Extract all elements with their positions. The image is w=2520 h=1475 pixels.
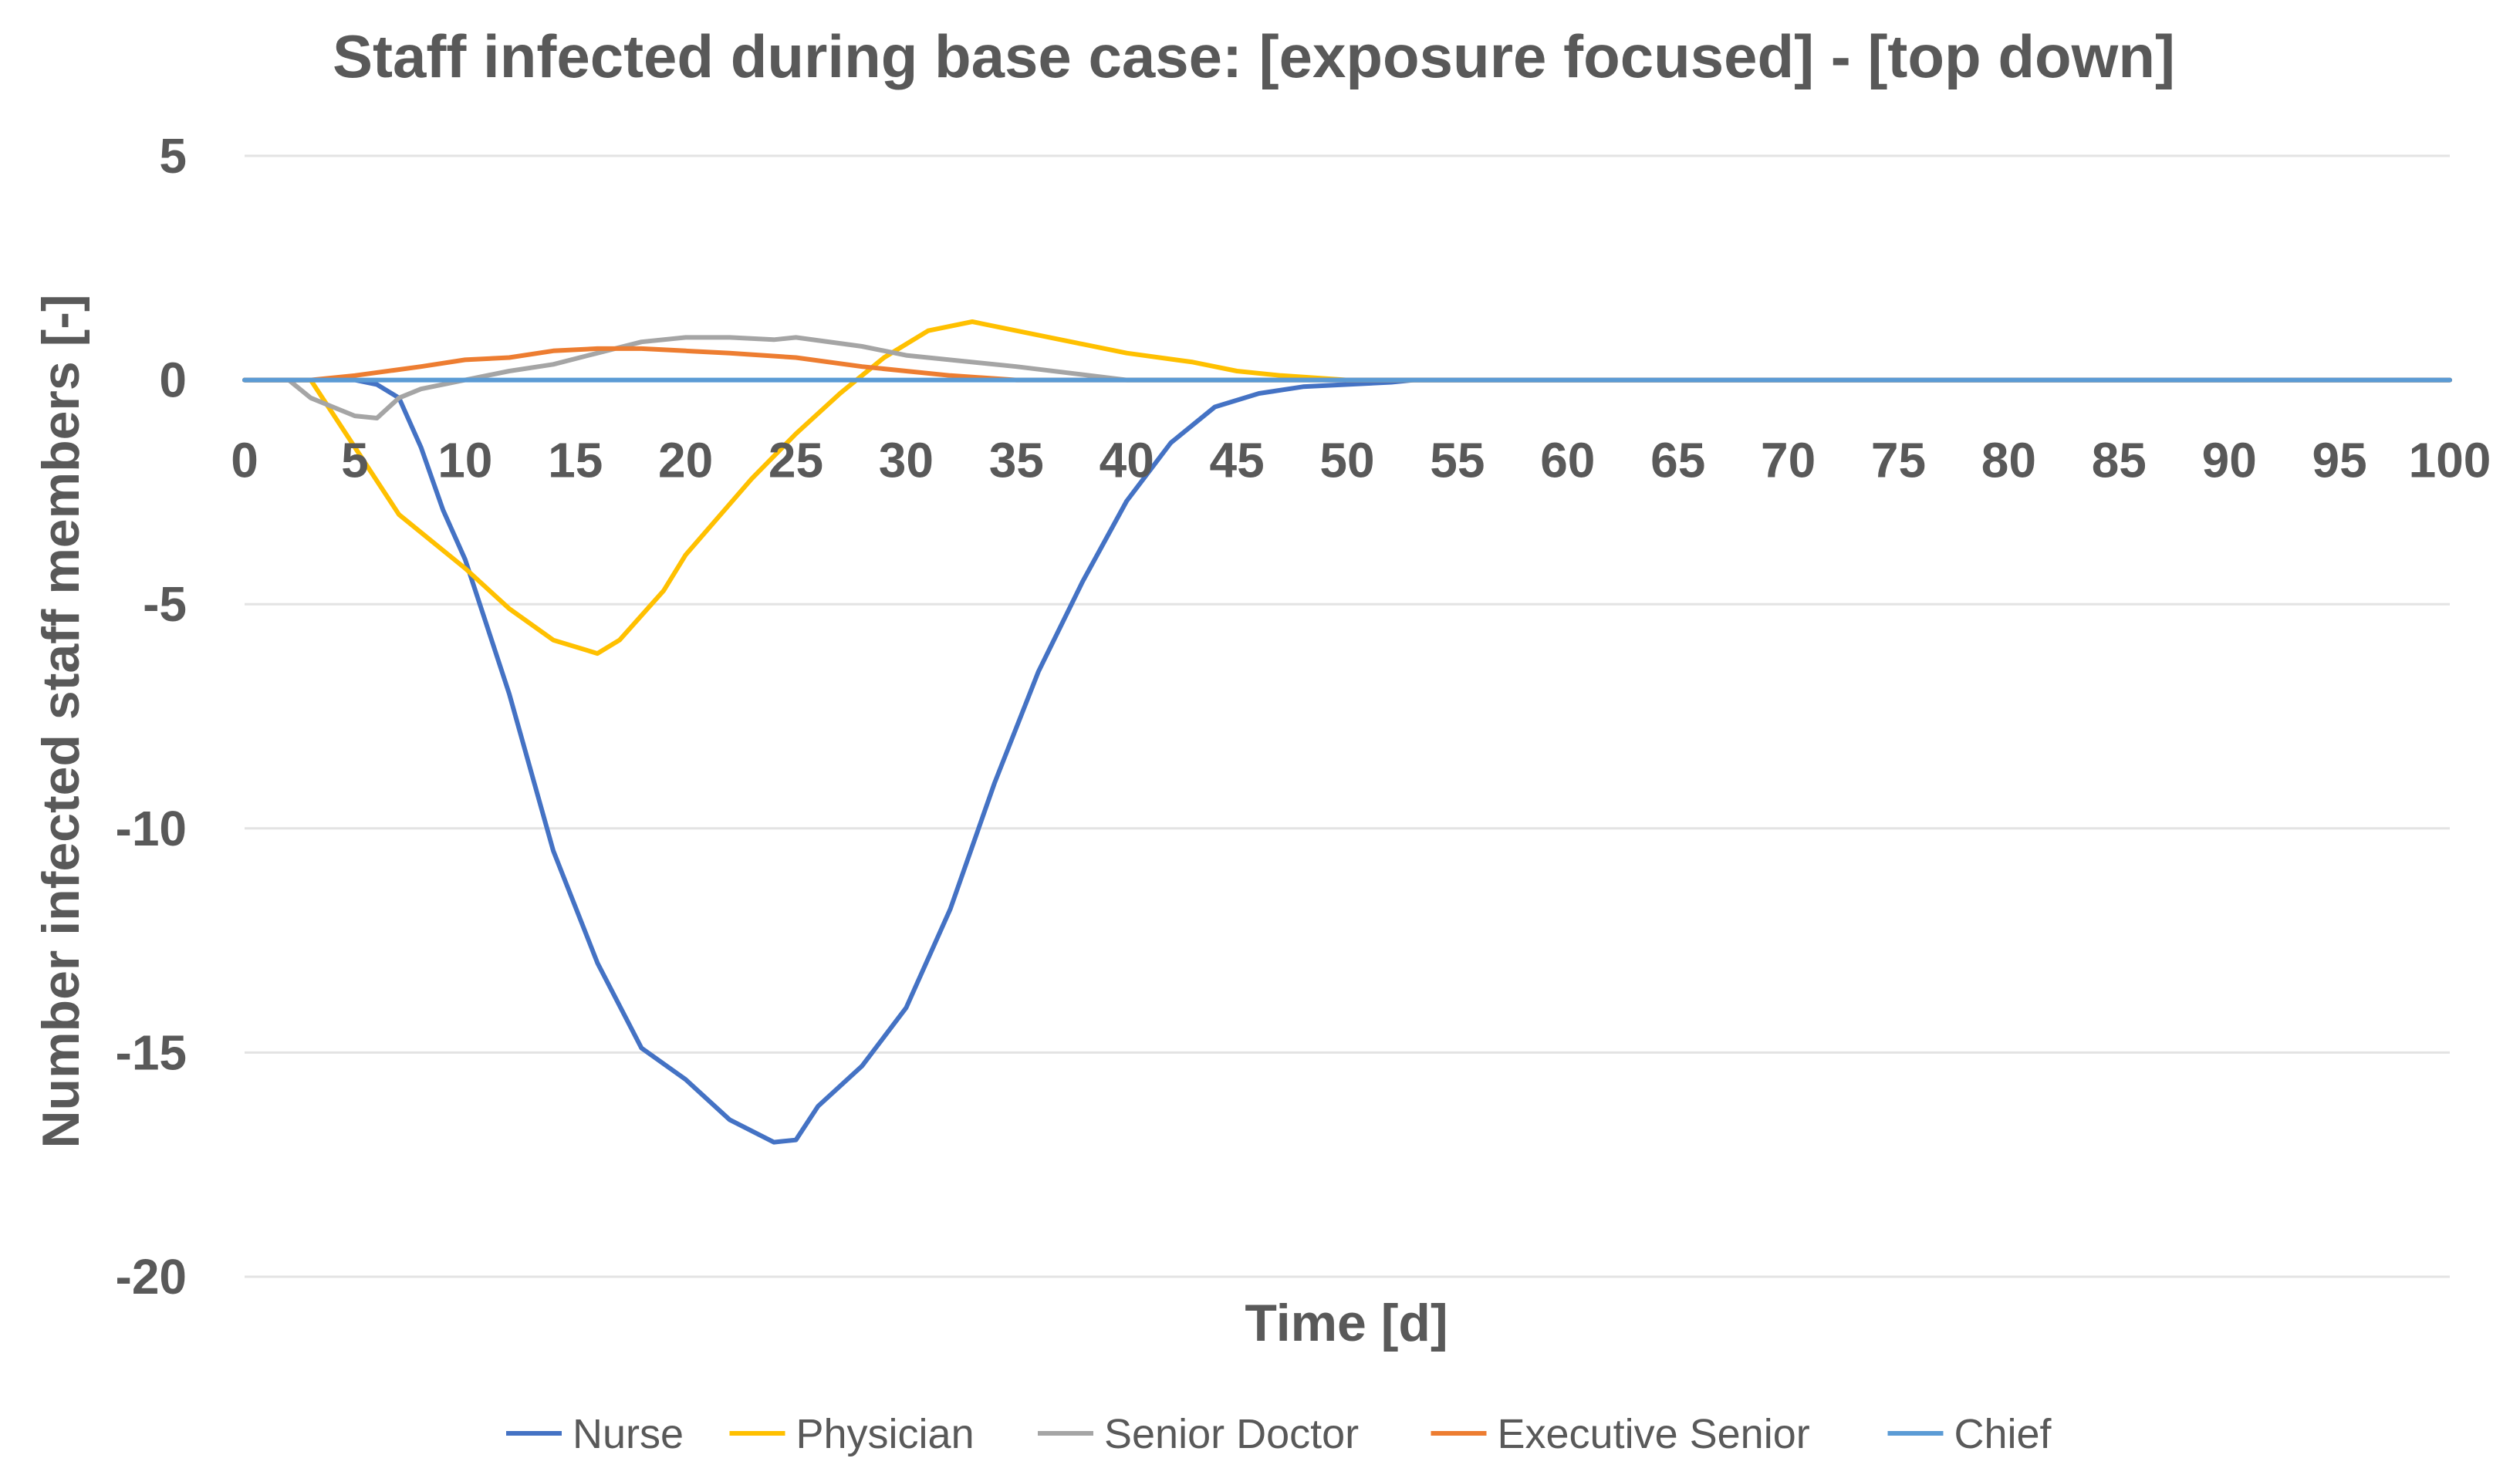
x-tick-label: 30: [879, 433, 934, 488]
y-tick-label: 0: [159, 353, 187, 408]
x-tick-label: 100: [2409, 433, 2491, 488]
x-axis-label: Time [d]: [1245, 1294, 1447, 1352]
x-tick-label: 75: [1871, 433, 1926, 488]
x-tick-label: 85: [2092, 433, 2147, 488]
x-tick-label: 5: [341, 433, 369, 488]
x-tick-label: 50: [1319, 433, 1374, 488]
legend-label: Executive Senior: [1498, 1411, 1810, 1457]
series-line-physician: [242, 319, 2452, 656]
y-axis-label: Number infected staff members [-]: [32, 294, 90, 1148]
x-tick-label: 25: [768, 433, 823, 488]
legend-item-nurse: Nurse: [506, 1411, 684, 1457]
x-tick-label: 65: [1650, 433, 1705, 488]
series-lines: [242, 319, 2452, 1145]
legend-item-senior-doctor: Senior Doctor: [1038, 1411, 1359, 1457]
legend-item-chief: Chief: [1887, 1411, 2052, 1457]
legend-label: Nurse: [573, 1411, 684, 1457]
y-tick-label: -20: [116, 1249, 187, 1305]
x-axis-ticks: 0 5 10 15 20 25 30 35 40 45 50 55 60 65 70 75 80 85 90 95 10…: [231, 433, 2491, 488]
y-tick-label: 5: [159, 128, 187, 184]
x-tick-label: 0: [231, 433, 258, 488]
series-line-executive-senior: [242, 346, 2452, 383]
series-line-senior-doctor: [242, 335, 2452, 420]
x-tick-label: 60: [1540, 433, 1595, 488]
legend-item-physician: Physician: [729, 1411, 975, 1457]
x-tick-label: 55: [1430, 433, 1485, 488]
x-tick-label: 95: [2312, 433, 2367, 488]
y-tick-label: -5: [143, 576, 187, 632]
legend-item-executive-senior: Executive Senior: [1431, 1411, 1810, 1457]
x-tick-label: 35: [989, 433, 1044, 488]
x-tick-label: 80: [1981, 433, 2036, 488]
legend: Nurse Physician Senior Doctor Executive Sen…: [506, 1411, 2052, 1457]
x-tick-label: 10: [437, 433, 492, 488]
chart-title: Staff infected during base case: [exposu…: [333, 22, 2175, 90]
legend-label: Senior Doctor: [1104, 1411, 1359, 1457]
x-tick-label: 15: [548, 433, 603, 488]
y-tick-label: -10: [116, 801, 187, 856]
legend-label: Chief: [1954, 1411, 2052, 1457]
x-tick-label: 20: [658, 433, 713, 488]
x-tick-label: 45: [1210, 433, 1265, 488]
series-line-nurse: [242, 377, 2452, 1145]
x-tick-label: 70: [1761, 433, 1816, 488]
y-tick-label: -15: [116, 1024, 187, 1080]
gridlines: [245, 154, 2450, 1278]
y-axis-ticks: 5 0 -5 -10 -15 -20: [116, 128, 187, 1305]
legend-label: Physician: [796, 1411, 975, 1457]
x-tick-label: 90: [2202, 433, 2257, 488]
x-tick-label: 40: [1100, 433, 1154, 488]
